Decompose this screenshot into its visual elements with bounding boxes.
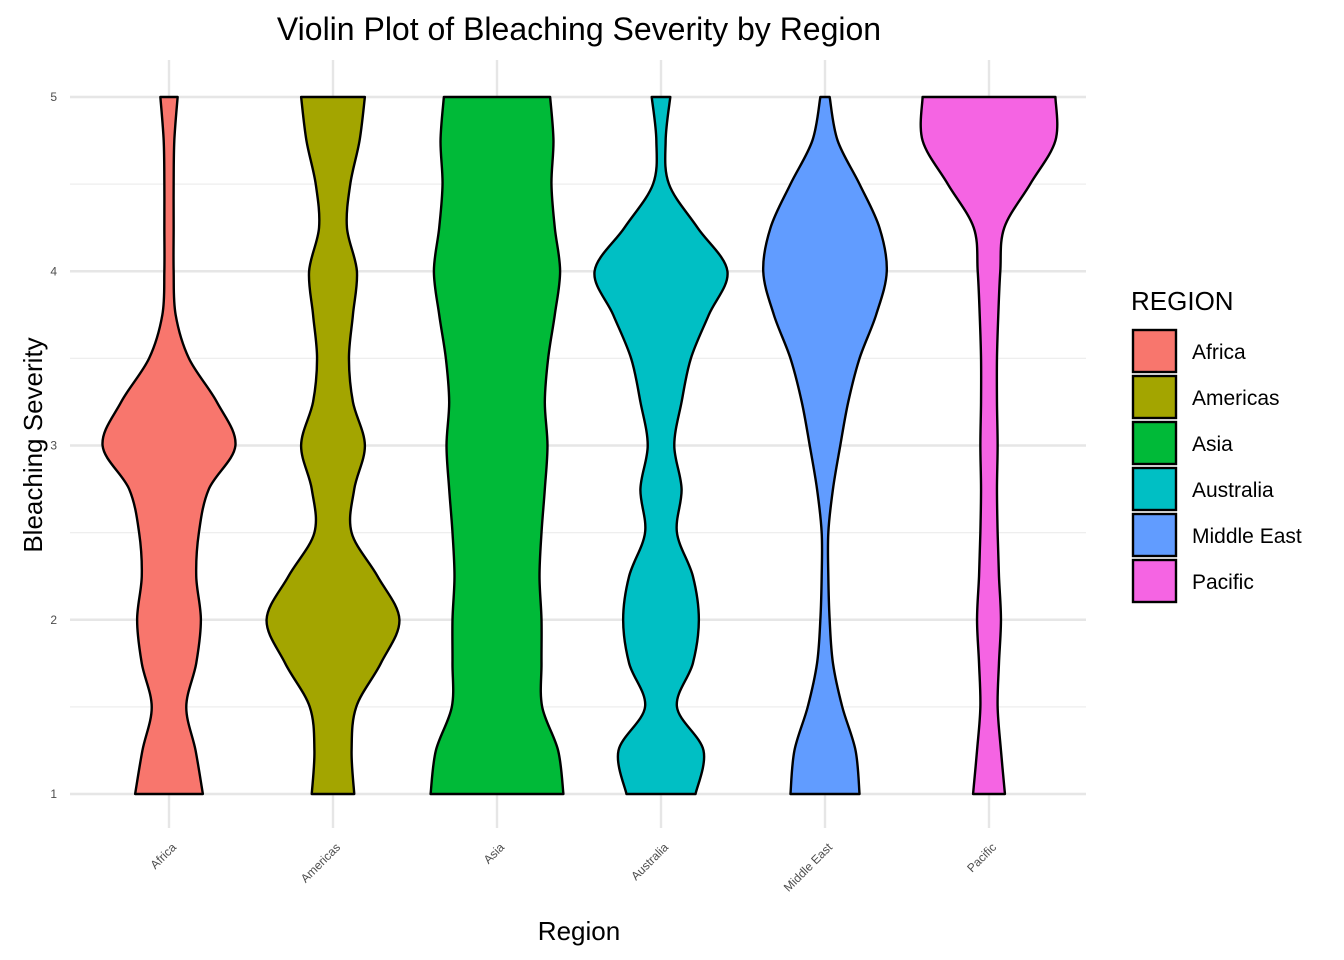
legend-key-australia [1131, 466, 1178, 512]
legend-key-pacific [1131, 558, 1178, 604]
x-tick-label: Australia [628, 840, 671, 883]
y-tick-label: 5 [50, 90, 57, 104]
x-tick-labels: Africa Americas Asia Australia Middle East Pa… [148, 840, 1000, 895]
x-tick-label: Americas [298, 840, 343, 885]
legend-key-americas [1131, 374, 1178, 420]
violins [101, 95, 1059, 796]
legend-label-africa: Africa [1192, 341, 1246, 364]
legend-key-middle-east [1131, 512, 1178, 558]
violin-asia [429, 95, 565, 796]
x-tick-label: Africa [148, 840, 180, 872]
x-axis-title: Region [538, 916, 620, 946]
y-tick-label: 4 [50, 264, 57, 278]
y-tick-labels: 1 2 3 4 5 [50, 90, 57, 801]
legend-label-americas: Americas [1192, 387, 1280, 410]
chart-title: Violin Plot of Bleaching Severity by Reg… [277, 11, 881, 47]
legend-label-middle-east: Middle East [1192, 525, 1302, 548]
legend-title: REGION [1131, 286, 1234, 316]
x-tick-label: Asia [481, 840, 508, 867]
legend-key-africa [1131, 328, 1178, 374]
violin-pacific [919, 95, 1059, 796]
violin-australia [593, 95, 729, 796]
violin-americas [265, 95, 401, 796]
y-tick-label: 3 [50, 439, 57, 453]
legend-label-pacific: Pacific [1192, 571, 1254, 594]
x-tick-label: Pacific [964, 840, 999, 875]
y-tick-label: 2 [50, 613, 57, 627]
legend: REGION Africa Americas Asia Australia Middle… [1131, 286, 1302, 604]
violin-africa [101, 95, 237, 796]
legend-key-asia [1131, 420, 1178, 466]
y-tick-label: 1 [50, 787, 57, 801]
legend-label-asia: Asia [1192, 433, 1233, 456]
y-axis-title: Bleaching Severity [18, 337, 48, 552]
x-tick-label: Middle East [781, 840, 836, 895]
violin-middle-east [761, 95, 889, 796]
legend-label-australia: Australia [1192, 479, 1274, 502]
